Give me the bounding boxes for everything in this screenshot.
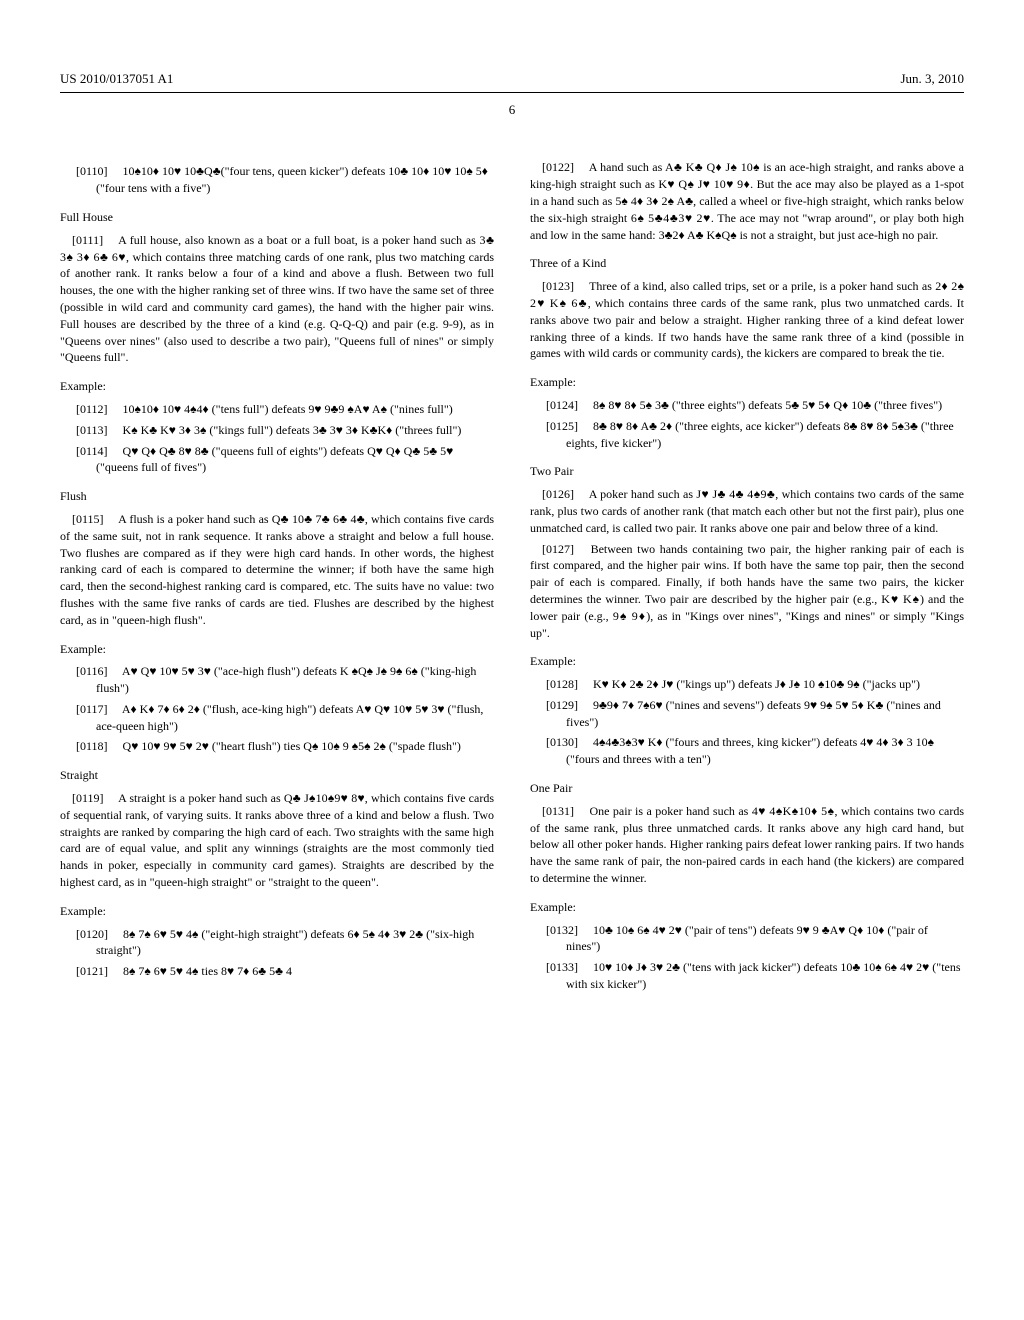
para-0131: [0131] One pair is a poker hand such as … [530, 803, 964, 887]
para-0126: [0126] A poker hand such as J♥ J♣ 4♣ 4♠9… [530, 486, 964, 536]
para-0114: [0114] Q♥ Q♦ Q♣ 8♥ 8♣ ("queens full of e… [60, 443, 494, 477]
publication-date: Jun. 3, 2010 [900, 70, 964, 88]
example-label-6: Example: [530, 899, 964, 916]
para-0130: [0130] 4♠4♣3♠3♥ K♦ ("fours and threes, k… [530, 734, 964, 768]
para-0116: [0116] A♥ Q♥ 10♥ 5♥ 3♥ ("ace-high flush"… [60, 663, 494, 697]
example-label-5: Example: [530, 653, 964, 670]
example-label-1: Example: [60, 378, 494, 395]
page-header: US 2010/0137051 A1 Jun. 3, 2010 [60, 70, 964, 93]
para-0123: [0123] Three of a kind, also called trip… [530, 278, 964, 362]
section-flush: Flush [60, 488, 494, 505]
section-full-house: Full House [60, 209, 494, 226]
para-0113: [0113] K♠ K♣ K♥ 3♦ 3♠ ("kings full") def… [60, 422, 494, 439]
example-label-3: Example: [60, 903, 494, 920]
section-two-pair: Two Pair [530, 463, 964, 480]
body-columns: [0110] 10♠10♦ 10♥ 10♣Q♣("four tens, quee… [60, 159, 964, 992]
section-straight: Straight [60, 767, 494, 784]
para-0125: [0125] 8♣ 8♥ 8♦ A♣ 2♦ ("three eights, ac… [530, 418, 964, 452]
para-0117: [0117] A♦ K♦ 7♦ 6♦ 2♦ ("flush, ace-king … [60, 701, 494, 735]
page-number: 6 [60, 101, 964, 119]
para-0121: [0121] 8♠ 7♠ 6♥ 5♥ 4♠ ties 8♥ 7♦ 6♣ 5♣ 4 [60, 963, 494, 980]
example-label-4: Example: [530, 374, 964, 391]
para-0127: [0127] Between two hands containing two … [530, 541, 964, 642]
example-label-2: Example: [60, 641, 494, 658]
para-0120: [0120] 8♠ 7♠ 6♥ 5♥ 4♠ ("eight-high strai… [60, 926, 494, 960]
publication-number: US 2010/0137051 A1 [60, 70, 173, 88]
para-0133: [0133] 10♥ 10♦ J♦ 3♥ 2♣ ("tens with jack… [530, 959, 964, 993]
para-0119: [0119] A straight is a poker hand such a… [60, 790, 494, 891]
section-three-of-a-kind: Three of a Kind [530, 255, 964, 272]
para-0115: [0115] A flush is a poker hand such as Q… [60, 511, 494, 629]
para-0118: [0118] Q♥ 10♥ 9♥ 5♥ 2♥ ("heart flush") t… [60, 738, 494, 755]
para-0124: [0124] 8♠ 8♥ 8♦ 5♠ 3♣ ("three eights") d… [530, 397, 964, 414]
section-one-pair: One Pair [530, 780, 964, 797]
para-0122: [0122] A hand such as A♣ K♣ Q♦ J♠ 10♠ is… [530, 159, 964, 243]
para-0129: [0129] 9♣9♦ 7♦ 7♠6♥ ("nines and sevens")… [530, 697, 964, 731]
para-0132: [0132] 10♣ 10♠ 6♠ 4♥ 2♥ ("pair of tens")… [530, 922, 964, 956]
para-0111: [0111] A full house, also known as a boa… [60, 232, 494, 366]
para-0110: [0110] 10♠10♦ 10♥ 10♣Q♣("four tens, quee… [60, 163, 494, 197]
para-0128: [0128] K♥ K♦ 2♣ 2♦ J♥ ("kings up") defea… [530, 676, 964, 693]
para-0112: [0112] 10♠10♦ 10♥ 4♠4♦ ("tens full") def… [60, 401, 494, 418]
